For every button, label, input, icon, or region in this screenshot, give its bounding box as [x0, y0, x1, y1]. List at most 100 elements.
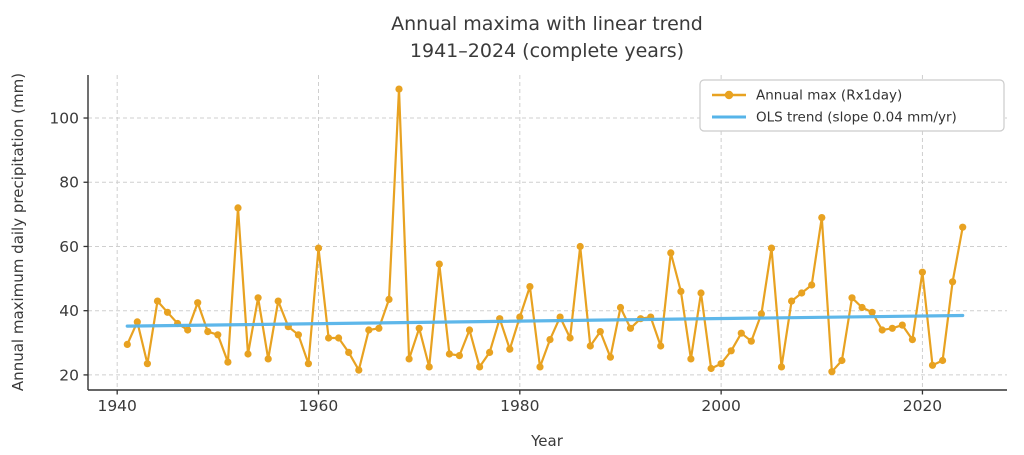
x-tick-1940: 1940 — [97, 397, 136, 415]
data-point-1942 — [133, 318, 141, 326]
data-point-1986 — [576, 242, 584, 251]
data-point-2012 — [838, 356, 846, 365]
data-point-2019 — [908, 336, 917, 344]
y-tick-20: 20 — [59, 366, 79, 384]
ols-trend-line — [125, 313, 965, 328]
data-point-2009 — [808, 281, 816, 289]
data-point-2011 — [828, 368, 836, 376]
data-point-2016 — [878, 326, 886, 334]
data-point-2023 — [949, 278, 957, 286]
data-point-1984 — [556, 313, 564, 321]
axes-spines — [87, 75, 1007, 391]
data-point-1945 — [163, 308, 172, 316]
data-point-2014 — [858, 303, 866, 312]
data-point-1990 — [616, 303, 625, 312]
annual-max-series — [123, 85, 967, 376]
data-point-1971 — [425, 363, 433, 371]
data-point-1976 — [476, 363, 484, 371]
y-tick-100: 100 — [49, 110, 79, 128]
data-point-1959 — [304, 360, 312, 368]
data-point-1943 — [143, 360, 151, 368]
data-point-1961 — [325, 334, 333, 342]
data-point-1981 — [526, 283, 534, 291]
data-point-2005 — [767, 244, 776, 252]
data-point-1985 — [566, 334, 574, 342]
data-point-1994 — [657, 342, 665, 350]
y-axis-label: Annual maximum daily precipitation (mm) — [9, 73, 27, 391]
data-point-2004 — [757, 310, 766, 318]
data-point-1949 — [204, 328, 212, 336]
data-point-2013 — [848, 294, 856, 302]
data-point-1941 — [123, 340, 131, 348]
data-point-2015 — [868, 308, 876, 316]
data-point-2022 — [939, 356, 947, 365]
data-point-1997 — [687, 355, 695, 363]
data-point-1964 — [355, 366, 363, 374]
tick-marks — [83, 117, 924, 395]
data-point-1996 — [677, 287, 685, 295]
data-point-1954 — [254, 294, 262, 302]
data-point-1989 — [606, 353, 615, 361]
data-point-1970 — [415, 324, 423, 332]
data-point-1962 — [335, 334, 343, 342]
data-point-1973 — [445, 350, 453, 358]
data-point-1956 — [274, 297, 282, 305]
legend: Annual max (Rx1day) OLS trend (slope 0.0… — [699, 79, 1005, 132]
data-point-1963 — [345, 348, 353, 356]
data-point-1966 — [375, 324, 383, 332]
data-point-2007 — [788, 297, 796, 305]
chart-title-line1: Annual maxima with linear trend — [391, 13, 703, 35]
data-point-2018 — [898, 321, 906, 329]
data-point-2002 — [737, 329, 745, 337]
x-tick-2000: 2000 — [701, 397, 740, 415]
data-point-1951 — [224, 358, 232, 366]
data-point-1968 — [395, 85, 403, 93]
y-tick-40: 40 — [59, 302, 79, 320]
data-point-1988 — [596, 328, 604, 336]
x-tick-2020: 2020 — [903, 397, 942, 415]
legend-box — [699, 79, 1005, 132]
legend-trend-label: OLS trend (slope 0.04 mm/yr) — [756, 110, 957, 126]
data-point-1975 — [465, 326, 474, 334]
data-point-2010 — [818, 214, 826, 222]
data-point-1991 — [626, 324, 635, 332]
data-point-2000 — [717, 360, 725, 368]
data-point-1955 — [264, 355, 272, 363]
legend-annual-max-label: Annual max (Rx1day) — [756, 88, 902, 104]
chart-title-line2: 1941–2024 (complete years) — [410, 40, 684, 62]
data-point-2017 — [888, 324, 896, 332]
data-point-1948 — [194, 299, 202, 307]
data-point-1958 — [294, 331, 302, 339]
data-point-2003 — [747, 337, 755, 345]
y-tick-60: 60 — [59, 238, 79, 256]
data-point-2006 — [777, 363, 786, 371]
x-tick-1980: 1980 — [500, 397, 539, 415]
data-point-1960 — [314, 244, 323, 252]
data-point-2020 — [918, 268, 927, 276]
data-point-1969 — [405, 355, 413, 363]
x-axis-label: Year — [530, 432, 564, 450]
data-point-1967 — [385, 295, 393, 303]
data-point-1995 — [667, 249, 675, 257]
data-point-1980 — [516, 313, 524, 321]
data-point-2021 — [928, 361, 937, 369]
data-point-1983 — [546, 336, 554, 344]
data-point-1977 — [486, 348, 494, 356]
y-tick-80: 80 — [59, 174, 79, 192]
data-point-1947 — [184, 326, 192, 334]
data-point-1950 — [214, 331, 222, 339]
data-point-1972 — [435, 260, 443, 268]
data-point-1965 — [365, 326, 373, 334]
data-point-1979 — [506, 345, 514, 353]
data-point-1953 — [244, 350, 252, 358]
data-point-1998 — [697, 289, 705, 297]
data-point-1987 — [586, 342, 594, 350]
data-point-1944 — [153, 297, 162, 305]
x-tick-1960: 1960 — [299, 397, 338, 415]
legend-annual-max-marker-swatch — [724, 90, 734, 100]
data-point-2001 — [727, 347, 735, 355]
data-point-1952 — [234, 204, 242, 212]
